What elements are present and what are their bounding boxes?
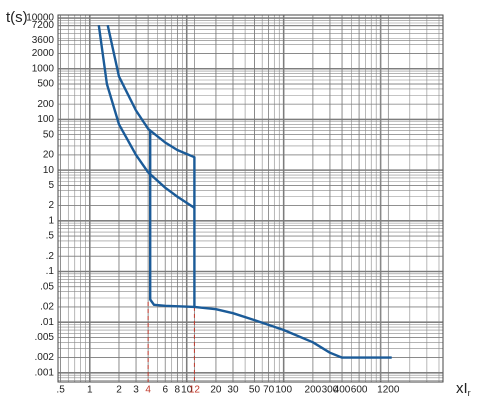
x-tick-label: 30: [227, 385, 239, 396]
y-tick-label: 100: [37, 114, 54, 125]
y-tick-label: .005: [35, 332, 55, 343]
y-tick-label: 200: [37, 99, 54, 110]
y-tick-label: 500: [37, 79, 54, 90]
curve: [149, 130, 195, 309]
x-tick-label: 8: [175, 385, 181, 396]
y-tick-label: 7200: [32, 20, 55, 31]
x-tick-label: 50: [249, 385, 261, 396]
x-tick-label: 2: [116, 385, 122, 396]
x-tick-label: 600: [351, 385, 368, 396]
y-tick-label: 1: [48, 215, 54, 226]
y-tick-label: 2000: [32, 48, 55, 59]
curve: [97, 25, 196, 209]
x-tick-label: .5: [56, 385, 65, 396]
x-tick-label: 20: [210, 385, 222, 396]
y-tick-label: 10: [43, 165, 55, 176]
y-axis-label: t(s): [6, 9, 28, 26]
x-tick-label: 1: [87, 385, 93, 396]
x-tick-label: 4: [145, 385, 151, 396]
y-tick-label: .5: [46, 231, 55, 242]
y-tick-label: .001: [35, 367, 55, 378]
plot-frame: [57, 14, 444, 383]
x-axis-label: xIr: [456, 380, 471, 398]
x-tick-label: 1200: [377, 385, 400, 396]
x-tick-label: 200: [305, 385, 322, 396]
y-tick-label: .2: [46, 251, 55, 262]
y-tick-label: .05: [40, 281, 54, 292]
x-axis-label-sub: r: [468, 388, 471, 398]
x-tick-label: 6: [162, 385, 168, 396]
y-tick-label: 10000: [26, 13, 54, 24]
y-tick-label: 5: [48, 180, 54, 191]
y-tick-label: .002: [35, 352, 55, 363]
curve: [106, 25, 392, 359]
x-tick-label: 12: [189, 385, 201, 396]
y-tick-label: 20: [43, 150, 55, 161]
y-tick-label: 3600: [32, 35, 55, 46]
y-tick-label: 2: [48, 200, 54, 211]
y-tick-label: .1: [46, 266, 55, 277]
x-tick-label: 300: [322, 385, 339, 396]
x-tick-label: 100: [275, 385, 292, 396]
y-tick-label: .01: [40, 317, 54, 328]
y-tick-label: 1000: [32, 63, 55, 74]
x-axis-label-main: xI: [456, 380, 468, 397]
y-tick-label: .02: [40, 302, 54, 313]
x-tick-label: 70: [263, 385, 275, 396]
y-tick-label: 50: [43, 129, 55, 140]
x-tick-label: 400: [334, 385, 351, 396]
x-tick-label: 10: [181, 385, 193, 396]
x-tick-label: 3: [133, 385, 139, 396]
